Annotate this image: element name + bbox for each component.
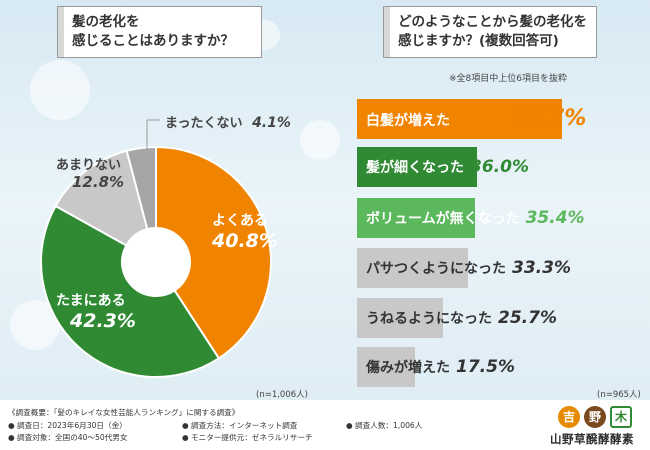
brand-mark-icon: 野: [584, 406, 606, 428]
bar-fill: [357, 99, 562, 139]
slice-label-value: 42.3%: [70, 310, 136, 332]
bar-value: 35.4%: [525, 208, 585, 228]
brand-mark-icon: 吉: [558, 406, 580, 428]
bar-row: パサつくようになった 33.3%: [357, 248, 647, 288]
bar-label: 傷みが増えた 17.5%: [366, 347, 515, 387]
left-question-line1: 髪の老化を: [72, 14, 140, 30]
right-question-box: どのようなことから髪の老化を 感じますか？(複数回答可): [383, 6, 597, 58]
bar-label-text: パサつくようになった: [366, 261, 506, 277]
bar-label: パサつくようになった 33.3%: [366, 248, 571, 288]
bar-row: 白髪が増えた 75.7%: [357, 99, 647, 139]
footer-date: ● 調査日：2023年6月30日（金）: [8, 421, 127, 430]
bar-value: 17.5%: [456, 357, 515, 377]
brand-mark-icon: 木: [610, 406, 632, 428]
bar-value: 36.0%: [470, 157, 529, 177]
slice-label-value: 12.8%: [72, 173, 125, 191]
right-sample-size: (n=965人): [597, 390, 641, 400]
left-question-line2: 感じることはありますか？: [72, 33, 234, 49]
donut-chart: [40, 119, 272, 378]
question-stripe: [384, 7, 390, 57]
bar-row: うねるようになった 25.7%: [357, 298, 647, 338]
bar-label-text: 白髪が増えた: [366, 113, 450, 129]
bar-value: 25.7%: [498, 308, 557, 328]
footer-survey-title: 《調査概要：「髪のキレイな女性芸能人ランキング」に関する調査》: [8, 408, 240, 417]
bar-fill: [357, 147, 477, 187]
footer-target: ● 調査対象：全国の40～50代男女: [8, 433, 128, 442]
footer-method: ● 調査方法：インターネット調査: [182, 421, 298, 430]
left-sample-size: (n=1,006人): [256, 390, 308, 400]
slice-label-text: たまにある: [56, 293, 126, 309]
bar-row: 傷みが増えた 17.5%: [357, 347, 647, 387]
right-question-line2: 感じますか？(複数回答可): [398, 33, 559, 49]
slice-label-mattakunai: まったくない 4.1%: [165, 112, 291, 131]
bar-fill: [357, 198, 475, 238]
bar-label-text: うねるようになった: [366, 311, 492, 327]
bar-label: うねるようになった 25.7%: [366, 298, 557, 338]
slice-label-text: あまりない: [56, 158, 122, 173]
right-note: ※全8項目中上位6項目を抜粋: [449, 74, 567, 84]
footer: 《調査概要：「髪のキレイな女性芸能人ランキング」に関する調査》 ● 調査日：20…: [0, 400, 650, 450]
slice-label-text: まったくない: [165, 116, 243, 131]
left-question-box: 髪の老化を 感じることはありますか？: [57, 6, 262, 58]
bar-label: ボリュームが無くなった 35.4%: [366, 198, 585, 238]
bar-row: ボリュームが無くなった 35.4%: [357, 198, 647, 238]
bar-label: 髪が細くなった 36.0%: [366, 147, 529, 187]
bar-label-text: ボリュームが無くなった: [366, 211, 520, 227]
bg-sparkle: [300, 120, 340, 160]
donut-hole: [122, 228, 190, 296]
bar-row: 髪が細くなった 36.0%: [357, 147, 647, 187]
bar-value: 33.3%: [512, 258, 571, 278]
slice-label-amarinai: あまりない 12.8%: [56, 154, 124, 191]
brand-logo: 吉 野 木 山野草醗酵酵素: [550, 404, 640, 446]
question-stripe: [58, 7, 64, 57]
slice-label-value: 40.8%: [212, 230, 278, 252]
footer-count: ● 調査人数：1,006人: [346, 421, 423, 430]
footer-provider: ● モニター提供元：ゼネラルリサーチ: [182, 433, 313, 442]
slice-label-tamaniaru: たまにある 42.3%: [56, 290, 136, 332]
bar-value: 75.7%: [510, 106, 587, 131]
bar-fill: [357, 347, 416, 387]
bg-sparkle: [30, 60, 90, 120]
right-question-line1: どのようなことから髪の老化を: [398, 14, 587, 30]
bar-label-text: 傷みが増えた: [366, 360, 450, 376]
slice-label-yokuaru: よくある 40.8%: [212, 210, 278, 252]
brand-name: 山野草醗酵酵素: [550, 432, 634, 446]
slice-label-value: 4.1%: [252, 115, 291, 131]
slice-label-text: よくある: [212, 213, 268, 229]
bar-label-text: 髪が細くなった: [366, 160, 464, 176]
bar-label: 白髪が増えた 75.7%: [366, 99, 586, 139]
bar-fill: [357, 298, 443, 338]
bar-fill: [357, 248, 468, 288]
